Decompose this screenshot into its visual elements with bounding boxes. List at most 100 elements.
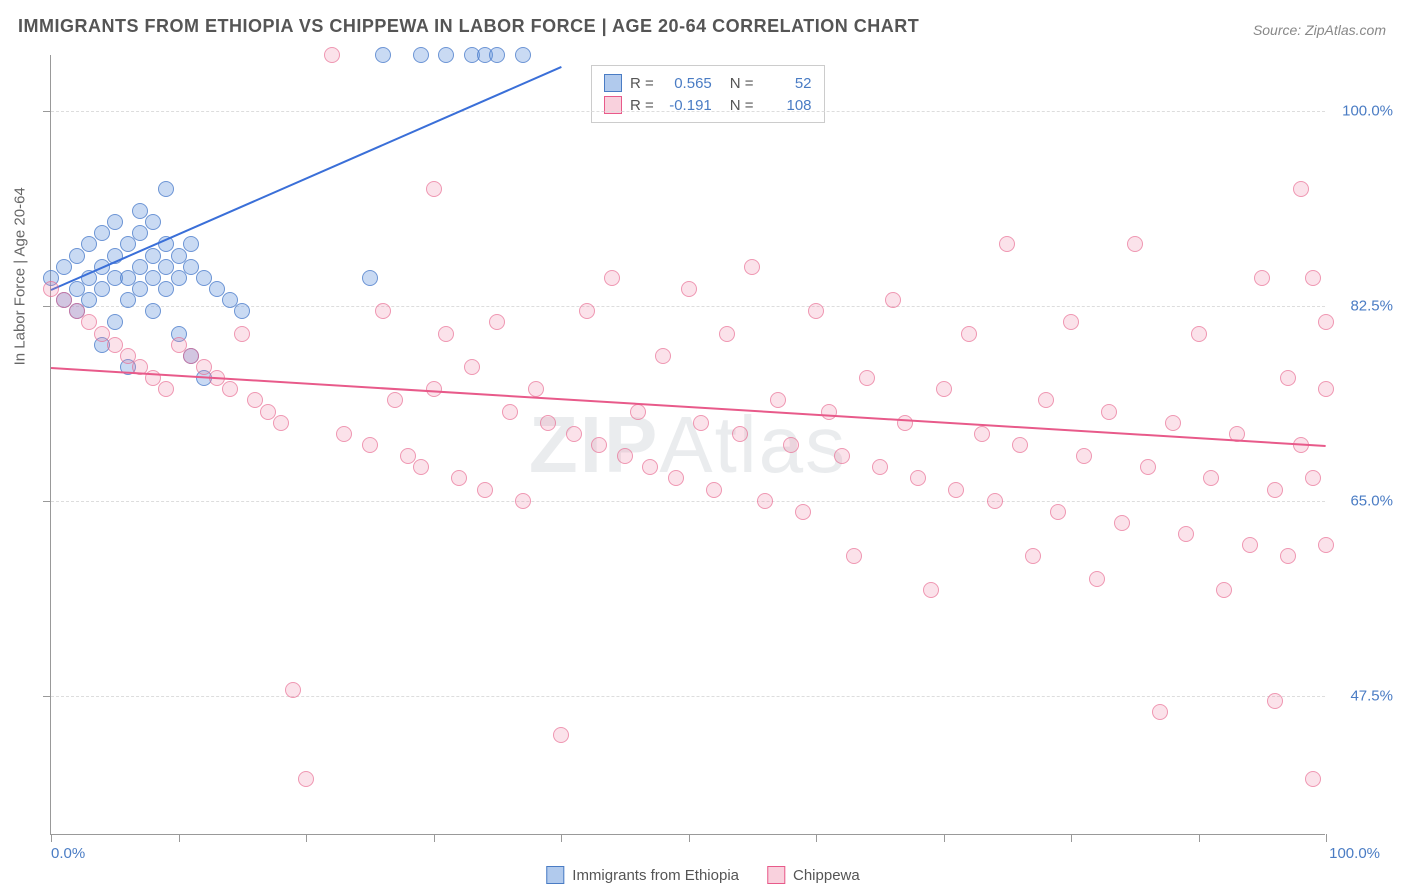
data-point: [1318, 314, 1334, 330]
data-point: [795, 504, 811, 520]
data-point: [1203, 470, 1219, 486]
x-tick: [1326, 834, 1327, 842]
data-point: [69, 248, 85, 264]
data-point: [1178, 526, 1194, 542]
chart-title: IMMIGRANTS FROM ETHIOPIA VS CHIPPEWA IN …: [18, 16, 919, 37]
data-point: [1076, 448, 1092, 464]
data-point: [681, 281, 697, 297]
x-tick: [179, 834, 180, 842]
data-point: [515, 47, 531, 63]
data-point: [426, 181, 442, 197]
data-point: [477, 482, 493, 498]
stats-r-value: 0.565: [662, 75, 712, 92]
trend-line: [51, 367, 1326, 447]
y-tick-label: 65.0%: [1350, 492, 1393, 509]
x-tick: [689, 834, 690, 842]
x-tick: [434, 834, 435, 842]
data-point: [298, 771, 314, 787]
legend-swatch: [767, 866, 785, 884]
data-point: [1242, 537, 1258, 553]
data-point: [387, 392, 403, 408]
data-point: [438, 326, 454, 342]
x-tick: [1199, 834, 1200, 842]
data-point: [362, 270, 378, 286]
legend-item: Chippewa: [767, 866, 860, 884]
data-point: [923, 582, 939, 598]
legend-label: Chippewa: [793, 867, 860, 884]
y-tick-label: 47.5%: [1350, 687, 1393, 704]
data-point: [438, 47, 454, 63]
data-point: [56, 259, 72, 275]
trend-line: [51, 66, 562, 291]
data-point: [1101, 404, 1117, 420]
data-point: [107, 214, 123, 230]
legend-swatch: [546, 866, 564, 884]
data-point: [489, 47, 505, 63]
data-point: [451, 470, 467, 486]
data-point: [94, 225, 110, 241]
data-point: [655, 348, 671, 364]
data-point: [744, 259, 760, 275]
data-point: [132, 281, 148, 297]
y-tick: [43, 306, 51, 307]
x-tick: [306, 834, 307, 842]
x-tick: [944, 834, 945, 842]
x-tick: [561, 834, 562, 842]
data-point: [579, 303, 595, 319]
data-point: [515, 493, 531, 509]
data-point: [872, 459, 888, 475]
gridline: [51, 111, 1325, 112]
y-tick: [43, 501, 51, 502]
data-point: [974, 426, 990, 442]
plot-area: ZIPAtlas 0.0% 100.0% R =0.565N =52R =-0.…: [50, 55, 1325, 835]
data-point: [1254, 270, 1270, 286]
data-point: [859, 370, 875, 386]
data-point: [706, 482, 722, 498]
data-point: [1127, 236, 1143, 252]
data-point: [1012, 437, 1028, 453]
y-tick: [43, 111, 51, 112]
data-point: [1216, 582, 1232, 598]
data-point: [464, 359, 480, 375]
data-point: [1267, 693, 1283, 709]
data-point: [413, 47, 429, 63]
data-point: [222, 381, 238, 397]
data-point: [808, 303, 824, 319]
data-point: [234, 303, 250, 319]
x-tick: [1071, 834, 1072, 842]
data-point: [553, 727, 569, 743]
stats-row: R =-0.191N =108: [604, 94, 812, 116]
data-point: [1063, 314, 1079, 330]
stats-n-value: 52: [762, 75, 812, 92]
data-point: [336, 426, 352, 442]
data-point: [1038, 392, 1054, 408]
data-point: [528, 381, 544, 397]
x-axis-max-label: 100.0%: [1329, 845, 1380, 862]
y-tick-label: 82.5%: [1350, 297, 1393, 314]
data-point: [94, 281, 110, 297]
data-point: [1050, 504, 1066, 520]
data-point: [120, 236, 136, 252]
data-point: [285, 682, 301, 698]
data-point: [757, 493, 773, 509]
data-point: [591, 437, 607, 453]
data-point: [987, 493, 1003, 509]
data-point: [145, 214, 161, 230]
data-point: [617, 448, 633, 464]
data-point: [120, 292, 136, 308]
data-point: [846, 548, 862, 564]
stats-box: R =0.565N =52R =-0.191N =108: [591, 65, 825, 123]
data-point: [821, 404, 837, 420]
data-point: [1140, 459, 1156, 475]
data-point: [1280, 370, 1296, 386]
stats-r-label: R =: [630, 75, 654, 92]
data-point: [81, 292, 97, 308]
data-point: [885, 292, 901, 308]
data-point: [1305, 470, 1321, 486]
x-tick: [816, 834, 817, 842]
data-point: [81, 236, 97, 252]
data-point: [642, 459, 658, 475]
source-label: Source: ZipAtlas.com: [1253, 22, 1386, 38]
data-point: [719, 326, 735, 342]
data-point: [375, 303, 391, 319]
